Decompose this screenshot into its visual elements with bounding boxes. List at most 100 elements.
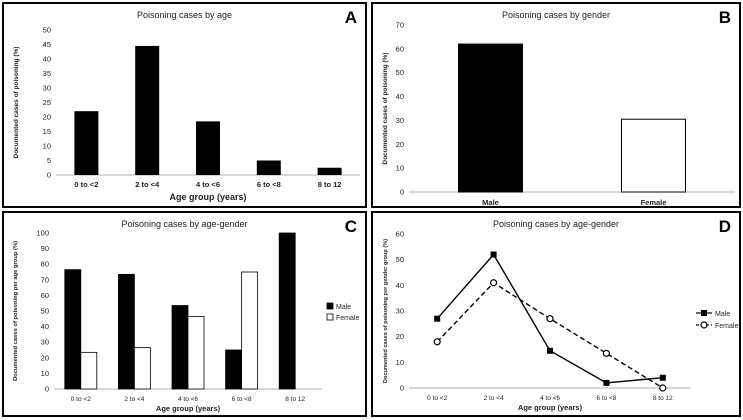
y-tick-label: 40 [41,322,49,331]
chart-d-title: Poisoning cases by age-gender [492,219,620,229]
panel-a-letter: A [344,8,357,27]
y-tick-label: 20 [396,140,404,149]
chart-c-plot: 0 10 20 30 40 50 60 70 80 90 100 Documented cases o… [13,229,359,414]
y-tick-label: 90 [41,244,49,253]
y-tick-label: 0 [400,384,404,393]
legend-swatch-male [326,302,334,310]
legend-label-female: Female [715,323,738,330]
y-tick-label: 30 [43,84,51,93]
y-tick-label: 45 [43,40,51,49]
bar-female [187,316,205,390]
point-male [434,315,441,322]
bar-female [133,347,151,390]
y-axis-title: Documented cases of poisoning (%) [13,47,20,159]
bar-male [64,269,82,390]
legend-marker-female [700,321,708,329]
point-female [489,279,498,287]
y-tick-label: 50 [43,26,51,35]
y-tick-label: 30 [396,307,404,316]
panel-c: 0 10 20 30 40 50 60 70 80 90 100 Documented cases o… [2,211,367,417]
y-tick-label: 60 [396,230,404,239]
x-tick-label: 8 to 12 [318,180,342,189]
y-tick-label: 0 [400,188,404,197]
bar-2-to-4 [135,45,160,176]
panel-d: 0 10 20 30 40 50 60 Documented cases of poisoni… [371,211,741,417]
chart-b-title: Poisoning cases by gender [501,10,611,20]
bar-female [80,351,98,390]
y-tick-label: 100 [36,229,49,238]
y-tick-label: 70 [396,21,404,30]
series-line-female [436,281,664,389]
point-female [659,384,667,392]
y-tick-label: 25 [43,98,51,107]
x-tick-label: 8 to 12 [653,395,673,402]
y-tick-label: 30 [41,338,49,347]
chart-c-title: Poisoning cases by age-gender [121,219,248,229]
y-tick-label: 50 [396,68,404,77]
bar-male [118,273,135,390]
chart-b-plot: 0 10 20 30 40 50 60 70 Documented cases of poiso… [382,21,735,206]
y-tick-label: 10 [396,358,404,367]
x-tick-label: Female [641,198,667,206]
y-tick-label: 60 [396,44,404,53]
y-tick-label: 20 [41,353,49,362]
y-tick-label: 80 [41,260,49,269]
x-tick-label: 0 to <2 [427,395,447,402]
x-tick-label: 8 to 12 [285,396,305,403]
x-axis-title: Age group (years) [156,404,221,413]
y-axis-title: Documented cases of poisoning per gender… [383,239,389,383]
point-male [659,374,666,381]
x-axis-title: Age group (years) [518,403,583,412]
bar-male [225,349,243,390]
x-tick-label: 6 to <8 [257,180,281,189]
y-tick-label: 5 [47,156,51,165]
y-tick-label: 0 [47,171,51,180]
panel-c-letter: C [344,217,357,236]
legend-swatch-female [326,313,334,321]
panel-b: 0 10 20 30 40 50 60 70 Documented cases of poiso… [371,2,741,208]
bar-female [621,118,686,193]
y-tick-label: 40 [396,281,404,290]
y-tick-label: 60 [41,291,49,300]
bar-male [171,305,189,390]
x-tick-label: 0 to <2 [74,180,98,189]
x-tick-label: 2 to <4 [124,396,144,403]
x-tick-label: 2 to <4 [484,395,504,402]
panel-d-letter: D [718,217,731,236]
point-female [546,315,554,323]
chart-a-title: Poisoning cases by age [136,10,233,20]
bar-6-to-8 [256,160,281,175]
y-tick-label: 0 [45,385,49,394]
y-tick-label: 10 [396,164,404,173]
x-tick-label: 4 to <6 [540,395,560,402]
x-tick-label: 6 to <8 [596,395,616,402]
panel-b-letter: B [718,8,731,27]
point-female [433,338,441,346]
y-tick-label: 40 [396,92,404,101]
y-tick-label: 30 [396,116,404,125]
x-tick-label: 0 to <2 [71,396,91,403]
x-tick-label: 4 to <6 [178,396,198,403]
y-tick-label: 50 [41,307,49,316]
y-axis-title: Documented cases of poisoning per age gr… [13,241,19,381]
y-axis-title: Documented cases of poisoning (%) [382,53,389,165]
legend-label-male: Male [715,311,730,318]
y-tick-label: 50 [396,255,404,264]
point-female [602,349,610,357]
y-tick-label: 40 [43,55,51,64]
y-tick-label: 35 [43,69,51,78]
legend-label-male: Male [336,304,351,311]
point-male [603,379,610,386]
y-tick-label: 15 [43,127,51,136]
x-tick-label: Male [482,198,499,206]
y-tick-label: 10 [41,369,49,378]
bar-female [241,271,259,390]
legend-label-female: Female [336,315,359,322]
y-tick-label: 20 [43,113,51,122]
bar-8-to-12 [317,167,342,175]
panel-a: 0 5 10 15 20 25 30 35 40 45 50 Documented cases of … [2,2,367,208]
point-male [547,347,553,354]
bar-male [278,232,296,390]
x-tick-label: 2 to <4 [135,180,160,189]
legend-marker-male [701,310,707,316]
